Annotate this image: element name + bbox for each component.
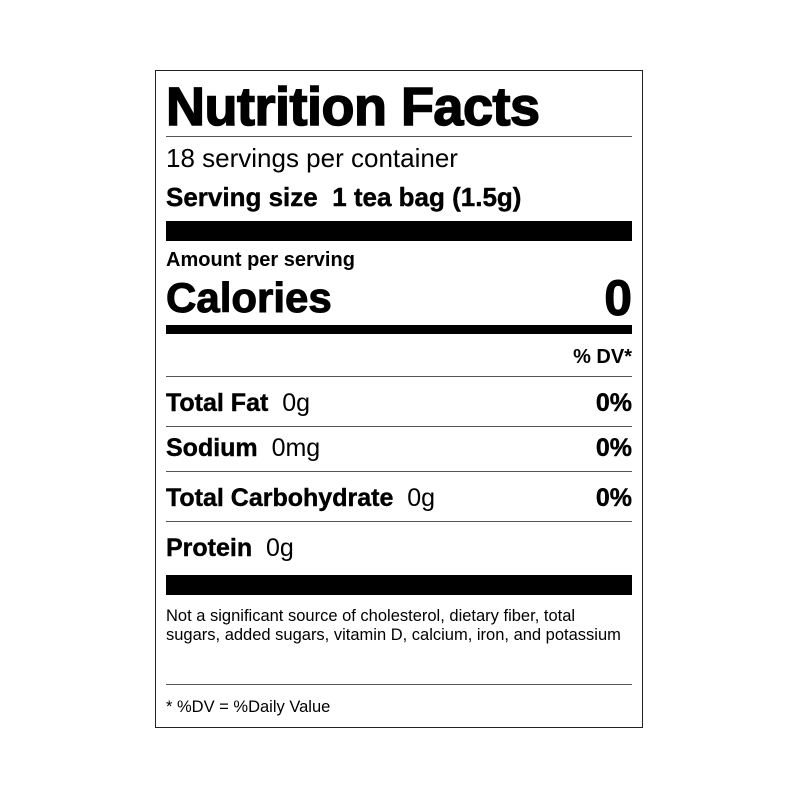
nutrient-row: Total Carbohydrate 0g 0% <box>166 483 632 513</box>
divider <box>166 684 632 685</box>
divider <box>166 376 632 377</box>
nutrient-amount: 0g <box>407 484 436 512</box>
dv-header: % DV* <box>573 346 632 368</box>
nutrient-name: Total Carbohydrate <box>166 484 394 512</box>
nutrient-amount: 0g <box>266 534 294 562</box>
nutrient-row: Sodium 0mg 0% <box>166 433 632 463</box>
footnote: Not a significant source of cholesterol,… <box>166 607 621 644</box>
amount-per-serving: Amount per serving <box>166 249 355 271</box>
nutrition-facts-label: Nutrition Facts 18 servings per containe… <box>155 70 643 728</box>
nutrient-name: Total Fat <box>166 389 269 417</box>
calories-label: Calories <box>166 274 333 322</box>
nutrient-amount: 0g <box>282 389 311 417</box>
thick-divider <box>166 221 632 241</box>
nutrient-dv: 0% <box>595 434 633 462</box>
dv-note: * %DV = %Daily Value <box>166 698 331 716</box>
divider <box>166 471 632 472</box>
serving-size-label: Serving size <box>166 182 318 212</box>
label-title: Nutrition Facts <box>165 76 541 138</box>
divider <box>166 136 632 137</box>
nutrient-name: Protein <box>166 534 253 562</box>
nutrient-row: Total Fat 0g 0% <box>166 388 632 418</box>
nutrient-dv: 0% <box>595 484 633 512</box>
serving-size: Serving size 1 tea bag (1.5g) <box>166 182 632 212</box>
thick-divider <box>166 575 632 595</box>
divider <box>166 521 632 522</box>
servings-per-container: 18 servings per container <box>166 143 458 173</box>
nutrient-dv: 0% <box>595 389 633 417</box>
divider <box>166 426 632 427</box>
medium-divider <box>166 325 632 334</box>
calories-value: 0 <box>604 270 633 326</box>
nutrient-name: Sodium <box>166 434 258 462</box>
nutrient-amount: 0mg <box>271 434 321 462</box>
serving-size-value: 1 tea bag (1.5g) <box>332 182 522 212</box>
calories-row: Calories 0 <box>166 270 633 326</box>
nutrient-row: Protein 0g <box>166 533 632 563</box>
